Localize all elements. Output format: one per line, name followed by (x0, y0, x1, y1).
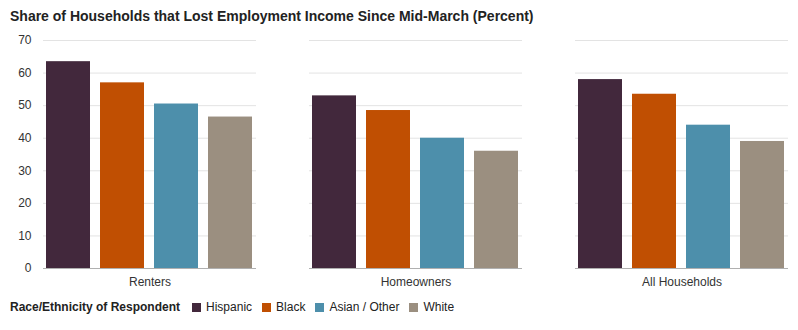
html-text:Share of Households that Lost: Share of Households that Lost Employment… (10, 8, 534, 24)
svg-text:60: 60 (18, 66, 32, 80)
svg-text:Renters: Renters (129, 275, 171, 289)
html-text:Hispanic: Hispanic (206, 300, 253, 314)
svg-text:40: 40 (18, 131, 32, 145)
svg-text:10: 10 (18, 229, 32, 243)
svg-text:50: 50 (18, 98, 32, 112)
html-text:Race/Ethnicity of Respondent: Race/Ethnicity of Respondent (10, 300, 180, 314)
svg-text:30: 30 (18, 164, 32, 178)
svg-text:Homeowners: Homeowners (381, 275, 452, 289)
svg-text:All Households: All Households (642, 275, 722, 289)
html-text:Asian / Other: Asian / Other (329, 300, 400, 314)
svg-text:70: 70 (18, 33, 32, 47)
html-text:Black: Black (276, 300, 306, 314)
svg-text:20: 20 (18, 196, 32, 210)
svg-text:0: 0 (25, 261, 32, 275)
html-text:White: White (423, 300, 455, 314)
